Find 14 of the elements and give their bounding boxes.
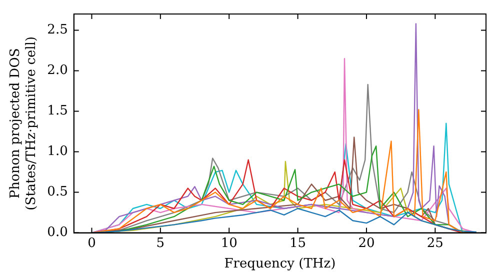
y-tick-label: 1.0 <box>47 144 68 160</box>
x-tick-label: 5 <box>156 236 165 251</box>
x-tick-label: 25 <box>426 236 444 251</box>
x-axis-title: Frequency (THz) <box>224 256 336 272</box>
x-tick-label: 10 <box>220 236 238 251</box>
y-tick-label: 0.0 <box>47 225 68 240</box>
x-tick-label: 0 <box>88 236 96 251</box>
x-tick-label: 20 <box>358 236 375 251</box>
y-tick-label: 2.0 <box>47 63 68 78</box>
y-tick-label: 1.5 <box>47 104 68 119</box>
x-tick-label: 15 <box>290 236 306 251</box>
y-axis-title: Phonon projected DOS (States/THz·primitive cell) <box>8 36 39 210</box>
y-tick-label: 2.5 <box>47 22 68 38</box>
y-tick-label: 0.5 <box>47 184 68 200</box>
